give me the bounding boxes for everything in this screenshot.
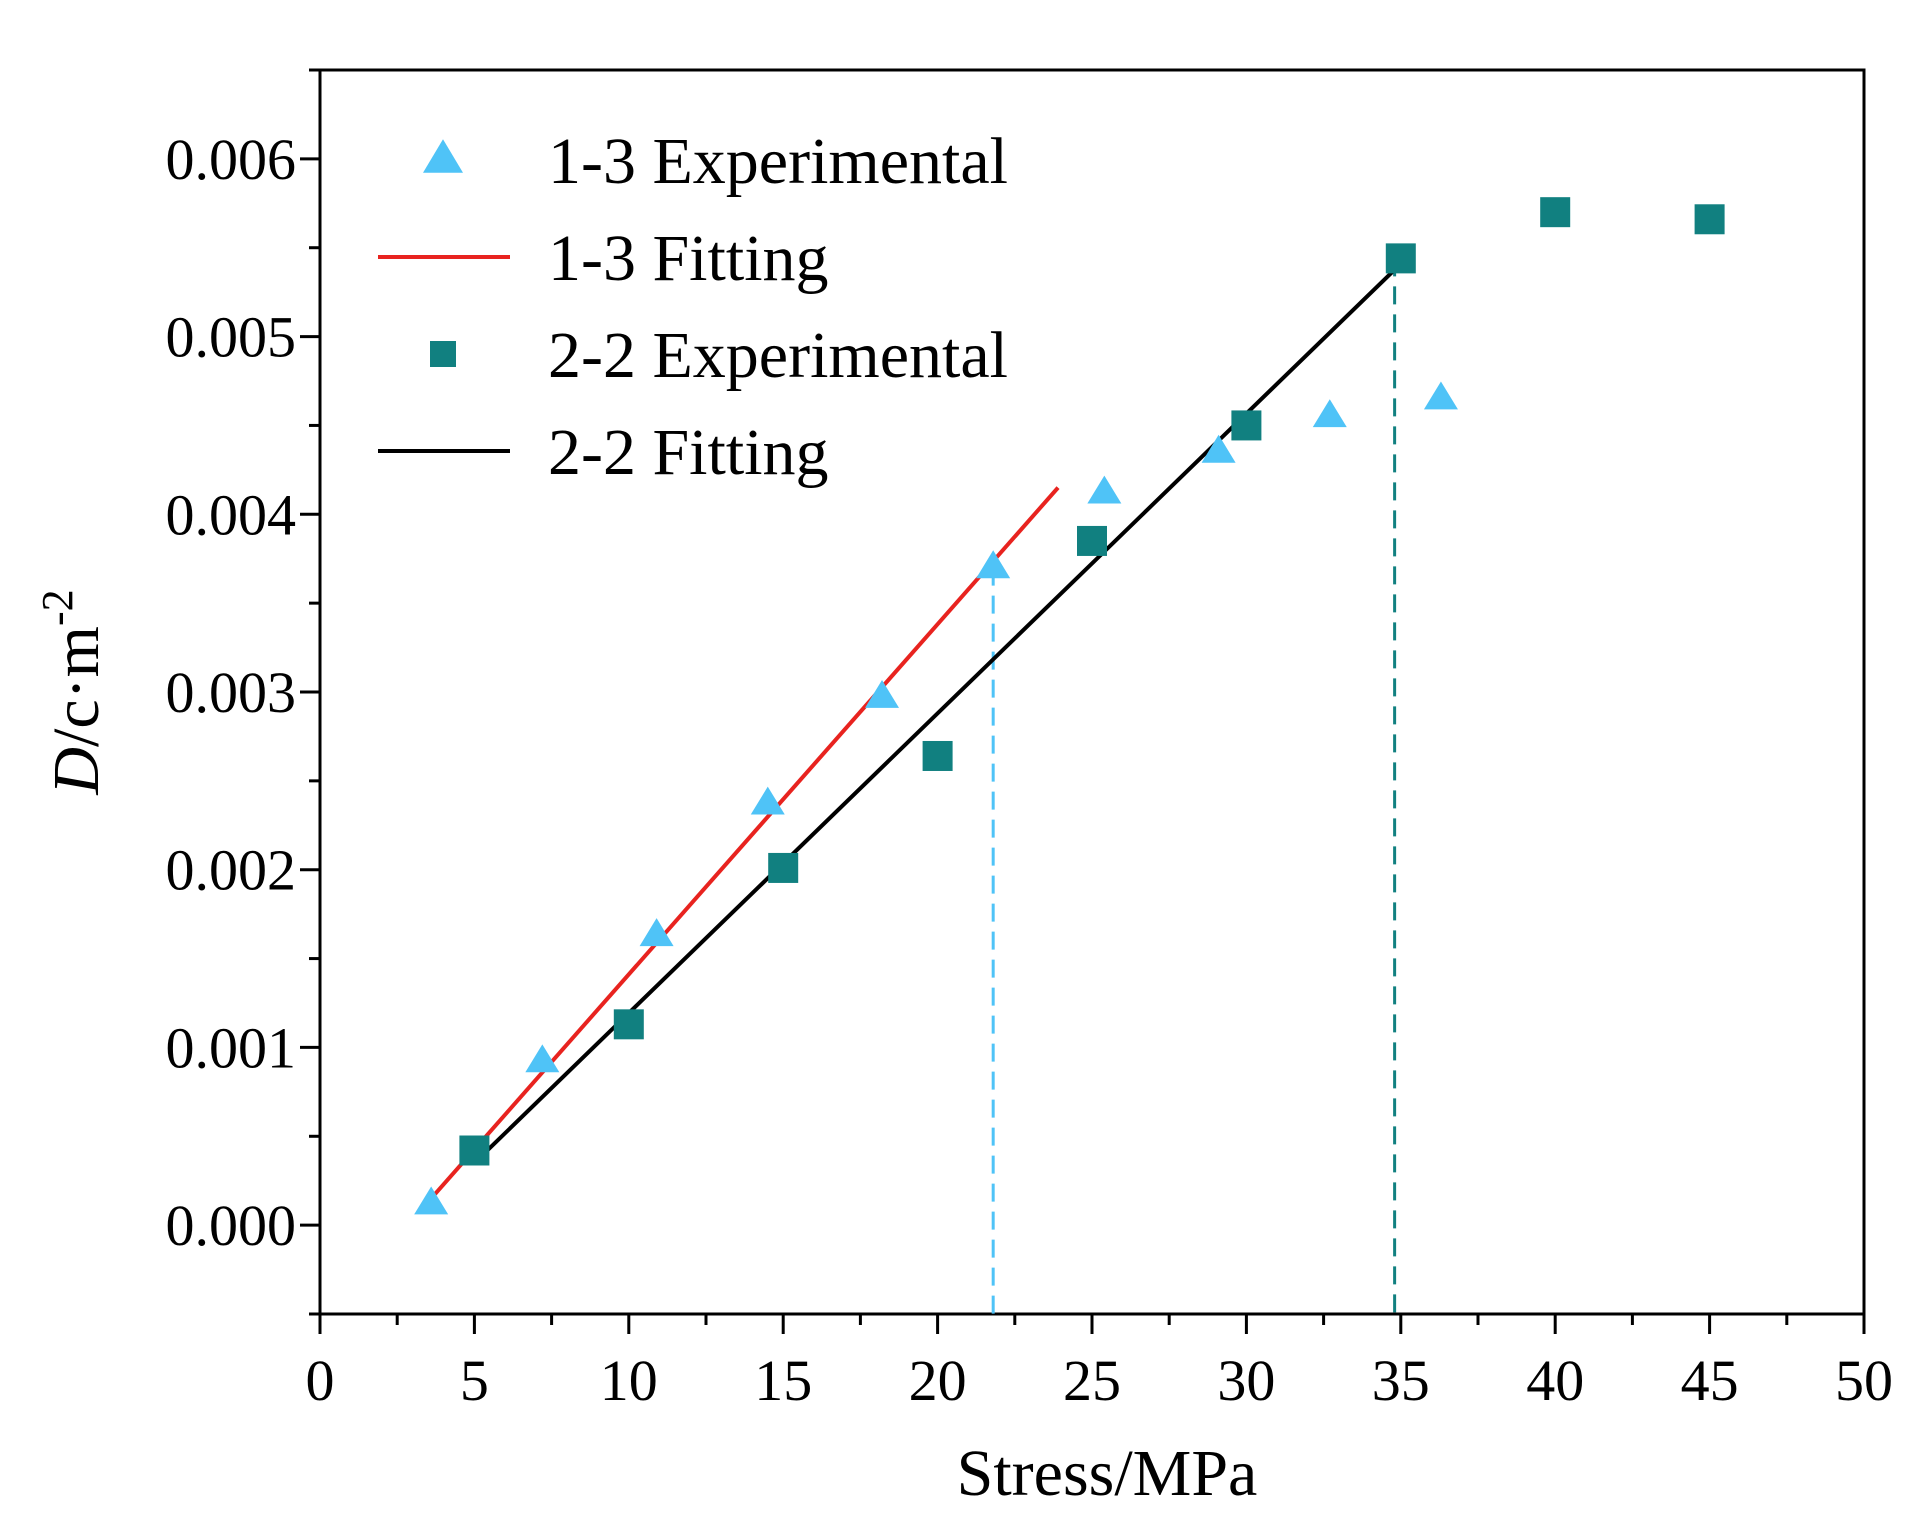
data-point-triangle (639, 918, 674, 947)
y-tick-label: 0.006 (166, 127, 297, 192)
y-axis: 0.000 0.001 0.002 0.003 0.004 0.005 0.006 (166, 68, 320, 1316)
fit-line (429, 486, 1060, 1200)
y-axis-label: D/c·m-2 (33, 589, 113, 795)
x-tick-label: 5 (460, 1348, 489, 1413)
fit-line (473, 262, 1403, 1165)
x-axis-label: Stress/MPa (957, 1437, 1258, 1510)
data-point-triangle (414, 1186, 449, 1215)
data-point-square (1077, 525, 1107, 556)
y-tick-label: 0.000 (166, 1193, 297, 1258)
fit-lines (429, 262, 1403, 1200)
x-tick-label: 10 (600, 1348, 658, 1413)
x-tick-label: 45 (1681, 1348, 1739, 1413)
data-point-square (922, 740, 953, 771)
y-tick-label: 0.002 (166, 838, 297, 903)
data-point-square (1231, 410, 1262, 441)
y-axis-label-unit: /c·m (40, 626, 113, 747)
y-tick-label: 0.005 (166, 305, 297, 370)
legend-label: 1-3 Fitting (548, 222, 829, 295)
x-tick-label: 50 (1835, 1348, 1893, 1413)
y-axis-label-exponent: -2 (33, 589, 82, 626)
legend-label: 2-2 Experimental (548, 319, 1008, 392)
x-axis: 0 5 10 15 20 25 30 35 40 45 50 (306, 1314, 1893, 1413)
data-point-triangle (1087, 475, 1122, 504)
y-tick-label: 0.003 (166, 660, 297, 725)
x-tick-label: 40 (1526, 1348, 1584, 1413)
data-point-square (1694, 204, 1725, 235)
data-point-triangle (1423, 381, 1458, 410)
data-point-triangle (750, 786, 785, 815)
x-tick-label: 30 (1217, 1348, 1275, 1413)
x-tick-label: 35 (1372, 1348, 1430, 1413)
data-point-triangle (525, 1044, 560, 1073)
data-point-triangle (1201, 434, 1236, 463)
data-point-triangle (976, 550, 1011, 579)
legend-marker-square (430, 341, 456, 367)
legend-label: 2-2 Fitting (548, 416, 829, 489)
x-tick-label: 15 (754, 1348, 812, 1413)
data-point-triangle (1312, 399, 1347, 428)
data-point-square (1385, 243, 1416, 274)
y-axis-label-variable: D (40, 747, 113, 796)
y-tick-label: 0.001 (166, 1015, 297, 1080)
x-tick-label: 20 (909, 1348, 967, 1413)
y-tick-label: 0.004 (166, 482, 297, 547)
legend-label: 1-3 Experimental (548, 125, 1008, 198)
legend-marker-triangle (423, 139, 463, 173)
data-point-square (459, 1135, 490, 1166)
data-markers (414, 197, 1725, 1215)
x-tick-label: 0 (306, 1348, 335, 1413)
x-tick-label: 25 (1063, 1348, 1121, 1413)
data-point-square (768, 852, 799, 883)
legend: 1-3 Experimental 1-3 Fitting 2-2 Experimen… (378, 125, 1008, 489)
data-point-square (613, 1009, 644, 1040)
reference-lines (991, 258, 1397, 1314)
data-point-triangle (865, 680, 900, 708)
data-point-square (1540, 197, 1571, 228)
